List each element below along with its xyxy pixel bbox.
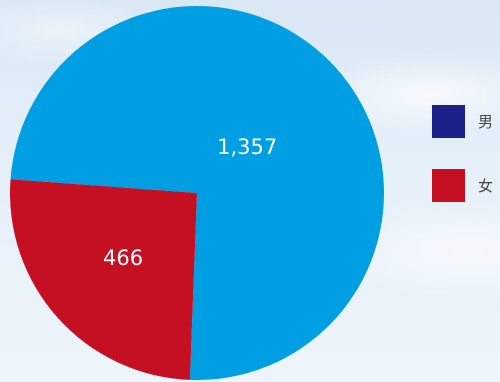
legend-item-female: 女 (432, 168, 493, 202)
pie-slice-female (9, 179, 198, 380)
slice-label-male: 1,357 (217, 135, 277, 159)
legend-swatch-male (432, 104, 465, 138)
pie-chart: 1,357 466 (9, 6, 384, 381)
legend-label-male: 男 (478, 112, 494, 131)
legend-item-male: 男 (432, 104, 493, 138)
legend-label-female: 女 (478, 176, 494, 195)
pie-slice-male (10, 6, 384, 381)
legend-swatch-female (432, 168, 465, 202)
legend: 男 女 (432, 104, 493, 232)
slice-label-female: 466 (103, 246, 143, 270)
